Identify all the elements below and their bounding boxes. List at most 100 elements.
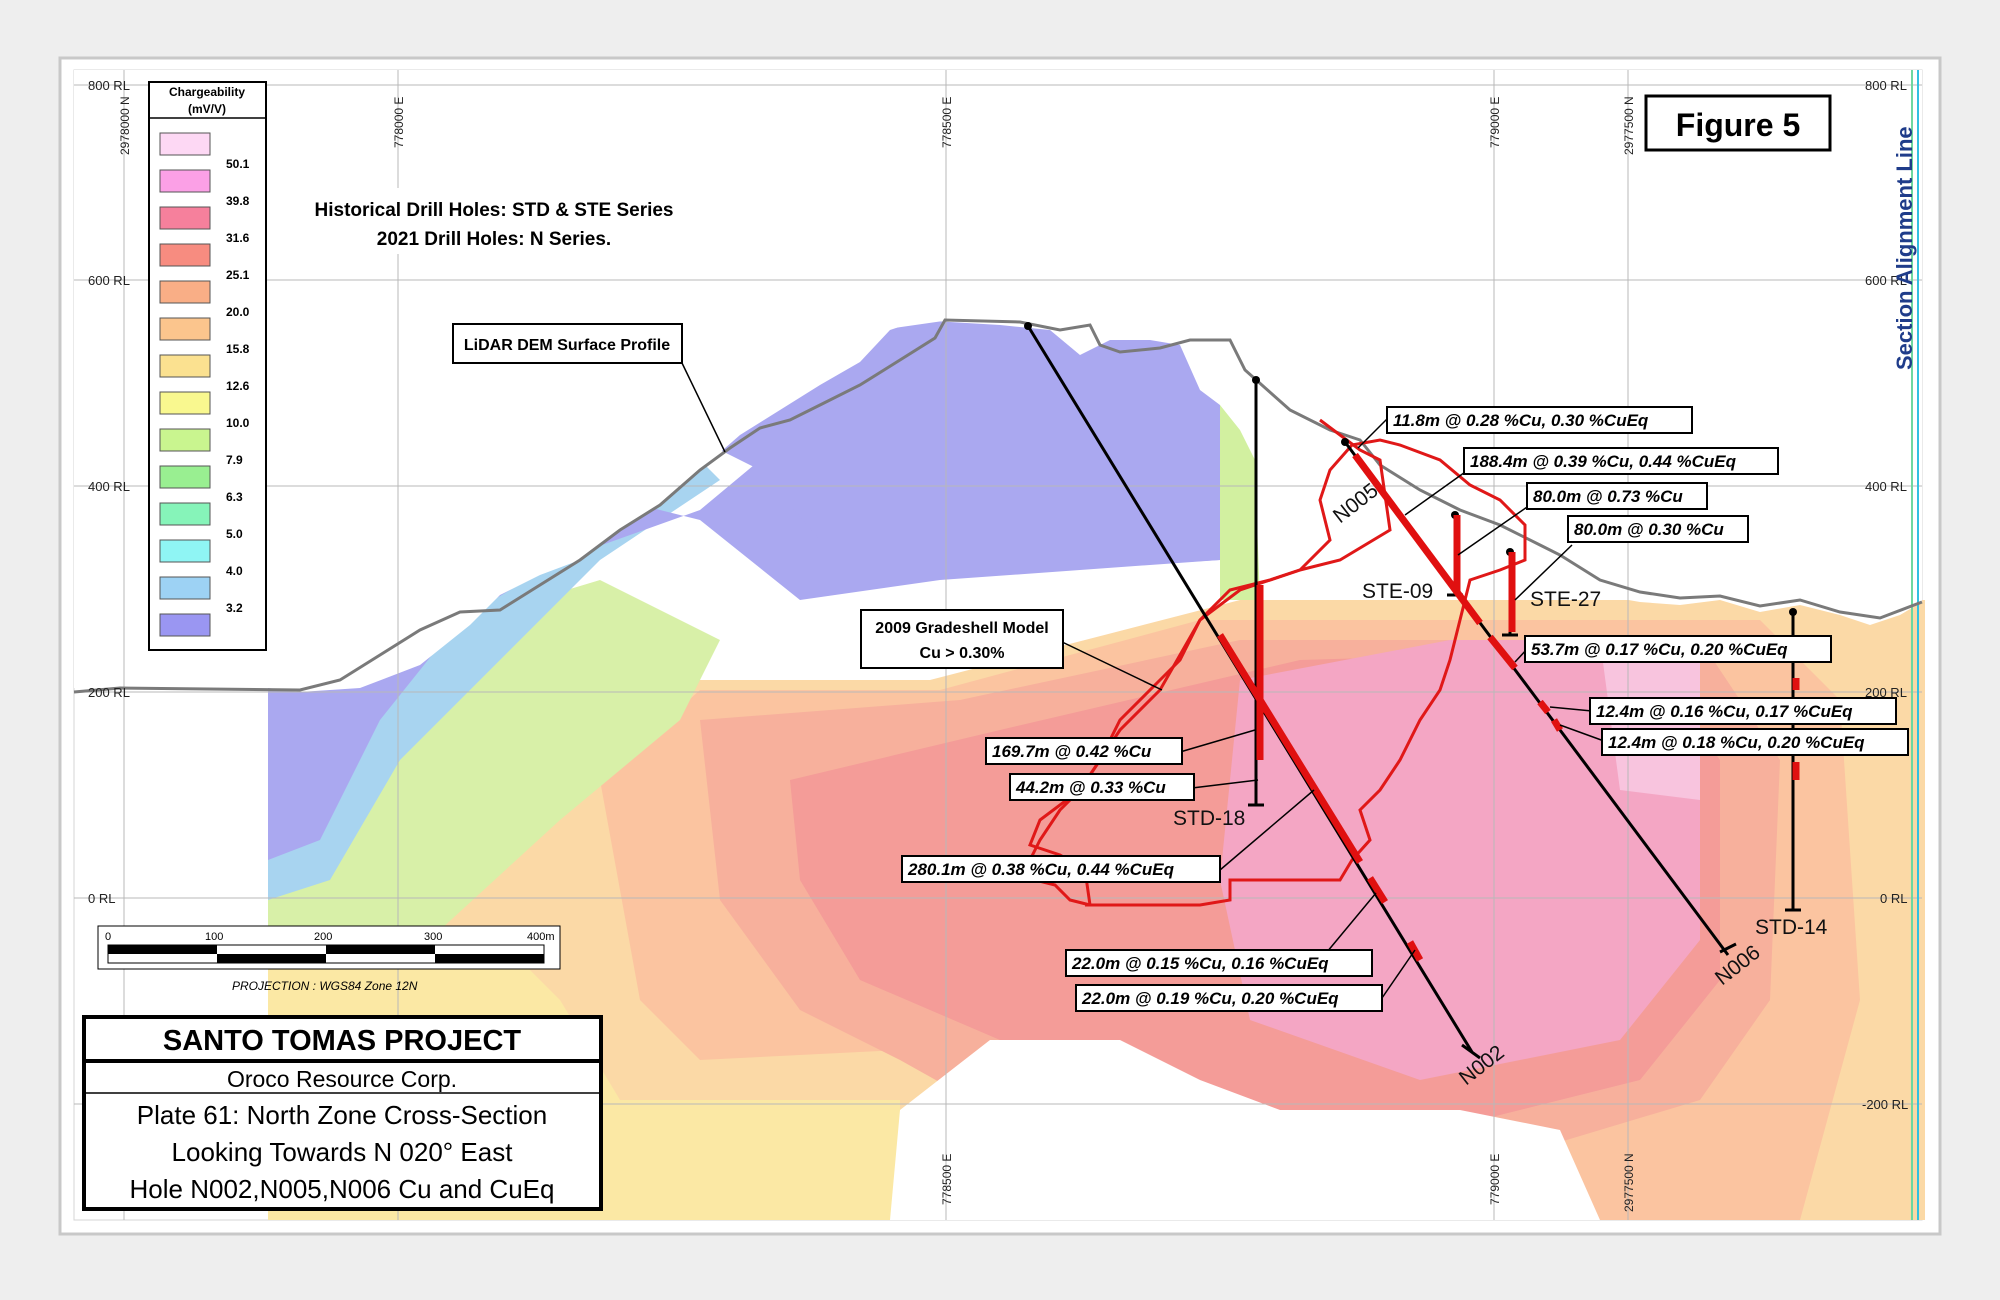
callout-box <box>1065 949 1373 977</box>
legend-swatch <box>159 391 211 415</box>
legend-swatch <box>159 169 211 193</box>
grid <box>74 70 1922 1220</box>
legend-value: 10.0 <box>226 416 250 430</box>
lidar-surface-profile <box>73 318 1923 694</box>
leader-i8 <box>1179 729 1256 753</box>
easting-labels-bottom: 778500 E 779000 E 2977500 N <box>940 1153 1636 1212</box>
legend-value: 20.0 <box>226 305 250 319</box>
hole-n002-end <box>1461 1043 1481 1060</box>
legend-swatch <box>159 428 211 452</box>
legend-value: 7.9 <box>226 453 243 467</box>
company-name: Oroco Resource Corp. <box>227 1066 457 1092</box>
scale-tick: 200 <box>314 931 332 943</box>
figure-label-frame <box>1644 94 1832 152</box>
rl-label: 400 RL <box>88 479 130 494</box>
leader-i11 <box>1321 892 1377 959</box>
easting-label: 778500 E <box>940 1154 954 1205</box>
leader-i3 <box>1457 504 1531 556</box>
callout-text: 22.0m @ 0.19 %Cu, 0.20 %CuEq <box>1081 989 1339 1008</box>
gradeshell-line-2: Cu > 0.30% <box>920 645 1005 662</box>
legend-swatch <box>159 502 211 526</box>
legend-value: 3.2 <box>226 601 243 615</box>
intercept-n006-c <box>1550 718 1564 732</box>
callout-box <box>901 855 1221 883</box>
band-purple-top <box>700 320 1220 580</box>
legend-swatch <box>159 317 211 341</box>
callout-text: 12.4m @ 0.16 %Cu, 0.17 %CuEq <box>1596 702 1853 721</box>
collar-n002 <box>1024 322 1032 330</box>
intercept-n006-main <box>1352 452 1483 626</box>
intercept-callouts: 11.8m @ 0.28 %Cu, 0.30 %CuEq 188.4m @ 0.… <box>901 406 1909 1012</box>
legend-swatch <box>159 576 211 600</box>
plate-line-1: Plate 61: North Zone Cross-Section <box>137 1100 547 1130</box>
projection-label: PROJECTION : WGS84 Zone 12N <box>232 979 418 993</box>
leader-i2 <box>1404 469 1469 516</box>
scale-tick: 100 <box>205 931 223 943</box>
lidar-label: LiDAR DEM Surface Profile <box>464 337 670 354</box>
scale-segment <box>217 954 326 963</box>
hole-label-std14: STD-14 <box>1755 916 1828 939</box>
callout-text: 22.0m @ 0.15 %Cu, 0.16 %CuEq <box>1071 954 1329 973</box>
legend-swatch <box>159 280 211 304</box>
rl-label: 400 RL <box>1865 479 1907 494</box>
callout-text: 80.0m @ 0.30 %Cu <box>1574 520 1724 539</box>
rl-label: 200 RL <box>88 685 130 700</box>
legend-value: 15.8 <box>226 342 250 356</box>
leader-lidar <box>681 362 726 453</box>
plate-line-2: Looking Towards N 020° East <box>172 1137 514 1167</box>
legend-subtitle: (mV/V) <box>188 102 226 116</box>
callout-text: 280.1m @ 0.38 %Cu, 0.44 %CuEq <box>907 860 1175 879</box>
collar-std18 <box>1252 376 1260 384</box>
lidar-label-box: LiDAR DEM Surface Profile <box>452 323 683 364</box>
legend-swatch <box>159 465 211 489</box>
scale-bar: 0 100 200 300 400m PROJECTION : WGS84 Zo… <box>97 925 561 993</box>
legend-value: 5.0 <box>226 527 243 541</box>
intercept-n002-a <box>1367 876 1388 904</box>
callout-box <box>1075 984 1383 1012</box>
leader-i6 <box>1549 706 1593 712</box>
leader-i9 <box>1191 779 1259 789</box>
collar-n006 <box>1341 438 1349 446</box>
legend-swatch <box>159 243 211 267</box>
rl-label: -200 RL <box>1862 1097 1908 1112</box>
scale-segment <box>326 945 435 954</box>
intercept-n002-main <box>1217 633 1363 864</box>
legend-swatches: 50.1 39.8 31.6 25.1 20.0 15.8 12.6 10.0 7.9 6.3 5.… <box>159 132 250 637</box>
band-3-2 <box>268 440 720 900</box>
hole-label-ste09: STE-09 <box>1362 580 1433 603</box>
hole-label-ste27: STE-27 <box>1530 588 1601 611</box>
legend-swatch <box>159 354 211 378</box>
callout-box <box>1567 515 1749 543</box>
callout-box <box>1463 447 1779 475</box>
title-block-frame <box>82 1015 603 1211</box>
plate-line-3: Hole N002,N005,N006 Cu and CuEq <box>130 1174 555 1204</box>
legend-swatch <box>159 206 211 230</box>
legend-value: 6.3 <box>226 490 243 504</box>
leader-gradeshell <box>1057 639 1163 691</box>
callout-text: 169.7m @ 0.42 %Cu <box>992 742 1152 761</box>
callout-box <box>1009 773 1195 801</box>
easting-label: 778500 E <box>940 97 954 148</box>
legend-title: Chargeability <box>169 85 245 99</box>
easting-labels-top: 2978000 N 778000 E 778500 E 779000 E 297… <box>118 96 1636 155</box>
legend-swatch <box>159 132 211 156</box>
callout-box <box>985 737 1183 765</box>
legend-value: 12.6 <box>226 379 250 393</box>
project-title: SANTO TOMAS PROJECT <box>163 1025 522 1057</box>
easting-label: 779000 E <box>1488 1154 1502 1205</box>
callout-box <box>1526 482 1708 510</box>
legend-value: 31.6 <box>226 231 250 245</box>
figure-label: Figure 5 <box>1676 107 1800 143</box>
easting-label: 2977500 N <box>1622 96 1636 155</box>
easting-label: 779000 E <box>1488 97 1502 148</box>
callout-box <box>1589 697 1897 725</box>
callout-text: 12.4m @ 0.18 %Cu, 0.20 %CuEq <box>1608 733 1865 752</box>
title-block: SANTO TOMAS PROJECT Oroco Resource Corp.… <box>82 1015 603 1211</box>
rl-label: 800 RL <box>88 78 130 93</box>
legend-value: 39.8 <box>226 194 250 208</box>
chargeability-legend: Chargeability (mV/V) 50.1 39.8 31.6 25.1 20.… <box>148 81 267 651</box>
intercept-n006-b <box>1537 699 1551 715</box>
legend-swatch <box>159 539 211 563</box>
intercept-n006-a <box>1487 634 1518 671</box>
